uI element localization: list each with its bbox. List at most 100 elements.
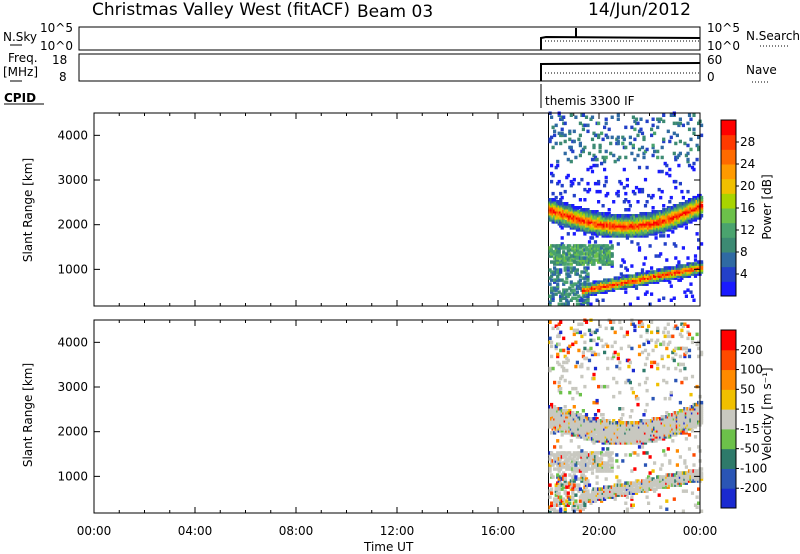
data-cell bbox=[665, 163, 669, 168]
data-cell bbox=[587, 222, 592, 226]
data-cell bbox=[666, 206, 670, 210]
data-cell bbox=[613, 220, 617, 224]
data-cell bbox=[590, 471, 595, 475]
data-cell bbox=[681, 362, 685, 367]
data-cell bbox=[637, 165, 642, 170]
data-cell bbox=[548, 509, 552, 513]
data-cell bbox=[619, 181, 623, 186]
data-cell bbox=[562, 115, 566, 119]
data-cell bbox=[630, 346, 634, 351]
data-cell bbox=[592, 230, 596, 234]
data-cell bbox=[577, 415, 581, 419]
data-cell bbox=[565, 356, 569, 361]
data-cell bbox=[548, 453, 552, 457]
data-cell bbox=[697, 264, 701, 268]
data-cell bbox=[577, 260, 581, 264]
xtick-label: 12:00 bbox=[380, 524, 415, 538]
data-cell bbox=[587, 348, 592, 353]
data-cell bbox=[663, 334, 667, 339]
data-cell bbox=[560, 131, 564, 136]
nsearch-tick-min: 10^0 bbox=[707, 39, 740, 53]
data-cell bbox=[550, 344, 554, 349]
data-cell bbox=[618, 479, 622, 483]
data-cell bbox=[559, 270, 563, 274]
data-cell bbox=[563, 417, 567, 421]
data-cell bbox=[593, 413, 598, 417]
data-cell bbox=[692, 161, 696, 166]
data-cell bbox=[586, 181, 590, 186]
data-cell bbox=[660, 145, 664, 150]
data-cell bbox=[663, 431, 667, 435]
data-cell bbox=[563, 302, 567, 306]
data-cell bbox=[666, 334, 670, 339]
data-cell bbox=[625, 177, 629, 182]
data-cell bbox=[630, 469, 634, 473]
data-cell bbox=[586, 296, 590, 300]
data-cell bbox=[583, 232, 587, 236]
data-cell bbox=[660, 356, 664, 361]
data-cell bbox=[550, 501, 554, 505]
data-cell bbox=[581, 224, 585, 228]
data-cell bbox=[553, 266, 557, 270]
data-cell bbox=[586, 419, 590, 423]
data-cell bbox=[607, 485, 611, 489]
data-cell bbox=[571, 469, 575, 473]
data-cell bbox=[680, 224, 684, 228]
data-cell bbox=[571, 491, 575, 495]
data-cell bbox=[551, 191, 555, 196]
data-cell bbox=[580, 479, 584, 483]
data-cell bbox=[595, 248, 599, 252]
data-cell bbox=[577, 348, 581, 353]
data-cell bbox=[580, 467, 584, 471]
data-cell bbox=[548, 246, 552, 250]
data-cell bbox=[598, 469, 602, 473]
data-cell bbox=[645, 272, 649, 276]
data-cell bbox=[625, 268, 629, 272]
data-cell bbox=[553, 133, 557, 138]
data-cell bbox=[557, 131, 561, 136]
data-cell bbox=[550, 503, 554, 507]
data-cell bbox=[574, 499, 578, 503]
xtick-label: 00:00 bbox=[77, 524, 112, 538]
data-cell bbox=[578, 258, 582, 262]
data-cell bbox=[613, 226, 617, 230]
data-cell bbox=[557, 469, 561, 473]
data-cell bbox=[559, 457, 563, 461]
data-cell bbox=[597, 121, 601, 126]
data-cell bbox=[565, 202, 569, 206]
data-cell bbox=[603, 159, 607, 164]
data-cell bbox=[593, 292, 598, 296]
data-cell bbox=[551, 463, 555, 467]
data-cell bbox=[563, 206, 567, 210]
data-cell bbox=[565, 368, 569, 373]
data-cell bbox=[556, 473, 560, 477]
data-cell bbox=[669, 392, 673, 397]
data-cell bbox=[572, 268, 576, 272]
data-cell bbox=[597, 336, 601, 341]
data-cell bbox=[598, 214, 602, 218]
data-cell bbox=[571, 497, 575, 501]
data-cell bbox=[606, 246, 610, 250]
data-cell bbox=[628, 302, 632, 306]
data-cell bbox=[565, 493, 569, 497]
data-cell bbox=[553, 453, 557, 457]
data-cell bbox=[700, 350, 704, 355]
data-cell bbox=[589, 284, 593, 288]
data-cell bbox=[615, 364, 619, 369]
data-cell bbox=[568, 457, 572, 461]
data-cell bbox=[593, 499, 598, 503]
data-cell bbox=[642, 135, 646, 140]
data-cell bbox=[662, 364, 666, 369]
data-cell bbox=[618, 216, 622, 220]
data-cell bbox=[595, 254, 599, 258]
data-cell bbox=[586, 465, 590, 469]
data-cell bbox=[692, 298, 696, 302]
data-cell bbox=[565, 280, 569, 284]
data-cell bbox=[572, 461, 576, 465]
data-cell bbox=[583, 475, 587, 479]
data-cell bbox=[556, 451, 560, 455]
data-cell bbox=[672, 497, 676, 501]
data-cell bbox=[700, 264, 704, 268]
data-cell bbox=[587, 483, 592, 487]
data-cell bbox=[560, 433, 564, 437]
